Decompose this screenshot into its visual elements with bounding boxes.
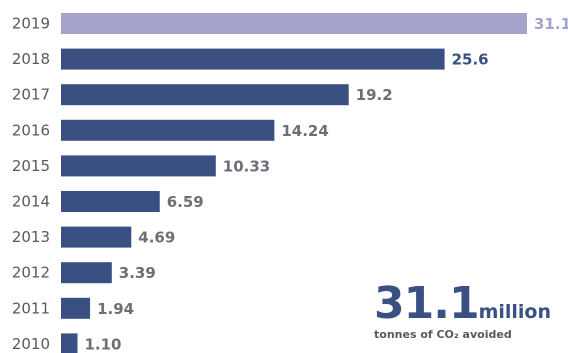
bar [61, 226, 132, 248]
category-label: 2010 [12, 335, 50, 353]
bar [61, 155, 216, 177]
value-label: 14.24 [281, 122, 328, 140]
category-label: 2016 [12, 121, 50, 139]
bar [61, 84, 349, 106]
bar [61, 333, 78, 353]
bar [61, 262, 112, 284]
total-callout: 31.1million tonnes of CO₂ avoided [374, 282, 551, 342]
value-label: 4.69 [138, 229, 175, 247]
value-label: 10.33 [223, 157, 270, 175]
bar [61, 297, 91, 319]
callout-subtitle: tonnes of CO₂ avoided [374, 328, 512, 341]
value-label: 6.59 [167, 193, 204, 211]
category-label: 2012 [12, 264, 50, 282]
value-label: 31.1 [534, 15, 568, 33]
category-label: 2018 [12, 50, 50, 68]
category-label: 2017 [12, 86, 50, 104]
callout-unit: million [478, 301, 551, 323]
value-label: 1.94 [97, 300, 134, 318]
value-label: 19.2 [356, 86, 393, 104]
value-label: 25.6 [452, 51, 489, 69]
bar [61, 48, 445, 70]
callout-value: 31.1 [374, 278, 480, 329]
value-label: 1.10 [84, 335, 121, 353]
category-label: 2011 [12, 299, 50, 317]
category-label: 2015 [12, 157, 50, 175]
bar [61, 13, 527, 34]
value-label: 3.39 [119, 264, 156, 282]
bar [61, 119, 275, 141]
category-label: 2013 [12, 228, 50, 246]
category-label: 2014 [12, 193, 50, 211]
category-label: 2019 [12, 15, 50, 33]
bar [61, 191, 160, 212]
